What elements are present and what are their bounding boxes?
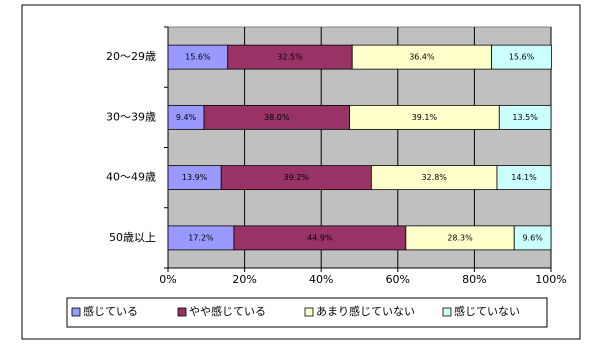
value-label: 9.4% <box>176 113 197 122</box>
bar-segment <box>167 44 229 70</box>
bar-segment <box>405 225 515 251</box>
legend-swatch <box>71 307 81 317</box>
x-tick-label: 60% <box>386 273 410 286</box>
bar-segment <box>513 225 552 251</box>
bar-segment <box>370 165 498 191</box>
x-tick-label: 0% <box>159 273 176 286</box>
bar-segment <box>351 44 493 70</box>
value-label: 36.4% <box>409 53 435 62</box>
value-label: 14.1% <box>511 173 537 182</box>
value-label: 13.5% <box>512 113 538 122</box>
bar-segment <box>496 165 552 191</box>
value-label: 15.6% <box>509 53 535 62</box>
value-label: 39.2% <box>284 173 310 182</box>
value-label: 28.3% <box>447 233 473 242</box>
bar-segment <box>203 104 350 130</box>
value-label: 39.1% <box>412 113 438 122</box>
value-label: 17.2% <box>188 233 214 242</box>
legend-swatch <box>177 307 187 317</box>
value-label: 38.0% <box>264 113 290 122</box>
bar-segment <box>227 44 353 70</box>
value-label: 32.8% <box>421 173 447 182</box>
y-tick-label: 40〜49歳 <box>106 171 156 184</box>
x-tick-label: 40% <box>309 273 333 286</box>
x-tick-label: 80% <box>462 273 486 286</box>
legend-label: やや感じている <box>189 305 266 318</box>
legend-swatch <box>304 307 314 317</box>
value-label: 44.9% <box>307 233 333 242</box>
legend-label: 感じている <box>83 305 138 318</box>
value-label: 13.9% <box>182 173 208 182</box>
bar-segment <box>491 44 552 70</box>
bar-segment <box>349 104 500 130</box>
value-label: 15.6% <box>185 53 211 62</box>
value-label: 32.5% <box>277 53 303 62</box>
x-tick-label: 100% <box>535 273 566 286</box>
y-tick-label: 20〜29歳 <box>106 50 156 63</box>
x-tick-label: 20% <box>232 273 256 286</box>
legend-label: あまり感じていない <box>316 305 415 318</box>
bar-segment <box>498 104 552 130</box>
value-label: 9.6% <box>522 233 543 242</box>
legend-swatch <box>442 307 452 317</box>
legend-label: 感じていない <box>454 305 520 318</box>
bar-segment <box>167 104 205 130</box>
y-tick-label: 50歳以上 <box>109 231 156 244</box>
y-tick-label: 30〜39歳 <box>106 110 156 123</box>
